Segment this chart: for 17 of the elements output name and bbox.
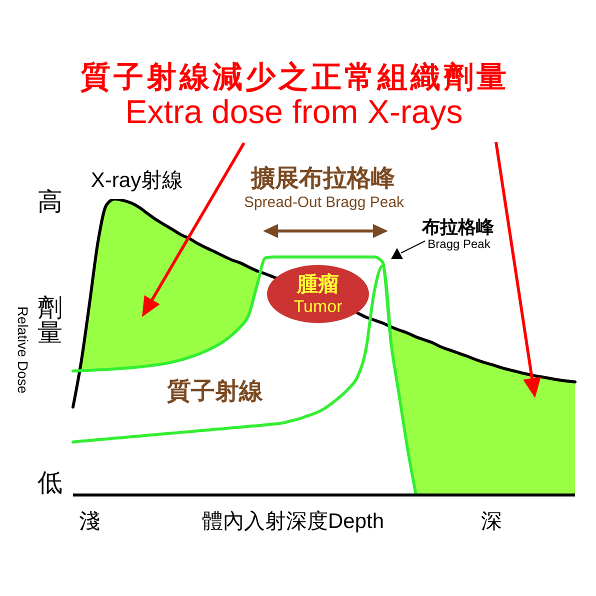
annotation: 腫瘤	[296, 272, 339, 296]
annotation: Spread-Out Bragg Peak	[244, 194, 405, 210]
annotation: Tumor	[294, 296, 343, 316]
chart-subtitle: Extra dose from X-rays	[125, 92, 463, 130]
chart-title: 質子射線減少之正常組織劑量	[80, 60, 510, 94]
text: 低	[38, 469, 62, 497]
series-label: 質子射線	[166, 378, 264, 404]
annotation: Bragg Peak	[428, 237, 492, 251]
x-axis-title: 體內入射深度Depth	[202, 510, 384, 532]
y-axis-title: Relative Dose	[15, 306, 31, 394]
series-label: X-ray射線	[90, 168, 184, 192]
annotation: 布拉格峰	[421, 217, 495, 237]
text: 擴展布拉格峰	[250, 164, 396, 192]
text: 高	[38, 188, 62, 216]
x-tick-label: 深	[480, 510, 502, 532]
x-tick-label: 淺	[79, 510, 100, 532]
text: 劑量	[38, 294, 62, 347]
